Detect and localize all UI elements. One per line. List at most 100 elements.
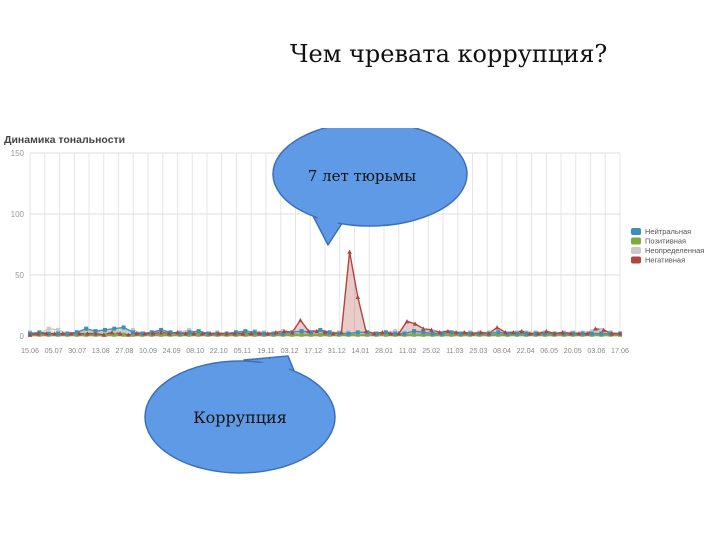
slide-title-text: Чем чревата коррупция? bbox=[290, 40, 608, 68]
data-point bbox=[167, 331, 172, 336]
x-tick-label: 25.03 bbox=[469, 346, 487, 355]
x-tick-label: 05.07 bbox=[45, 346, 63, 355]
data-point bbox=[27, 332, 33, 337]
data-point bbox=[281, 328, 287, 334]
x-tick-label: 28.01 bbox=[375, 346, 393, 355]
data-point bbox=[593, 326, 598, 331]
data-point bbox=[262, 331, 267, 336]
data-point bbox=[449, 332, 454, 337]
data-point bbox=[609, 331, 615, 336]
data-point bbox=[478, 330, 483, 335]
x-tick-label: 15.06 bbox=[21, 346, 39, 355]
data-point bbox=[252, 330, 257, 335]
data-point bbox=[339, 330, 344, 335]
data-point bbox=[158, 330, 164, 335]
data-point bbox=[196, 332, 201, 337]
data-point bbox=[102, 330, 107, 335]
data-point bbox=[240, 331, 246, 336]
data-point bbox=[599, 331, 604, 336]
x-tick-label: 11.03 bbox=[446, 346, 463, 355]
data-point bbox=[187, 327, 192, 332]
data-point bbox=[347, 249, 352, 254]
data-point bbox=[429, 327, 434, 332]
data-point bbox=[134, 331, 139, 336]
data-point bbox=[289, 330, 295, 335]
data-point bbox=[374, 331, 379, 336]
data-point bbox=[421, 326, 426, 331]
data-point bbox=[196, 329, 201, 334]
data-point bbox=[496, 330, 501, 335]
data-point bbox=[355, 294, 361, 299]
tonality-chart: Динамика тональности 0 50 100 150 15.06 05.0… bbox=[4, 128, 704, 474]
chart-title: Динамика тональности bbox=[4, 134, 125, 146]
data-point bbox=[519, 328, 524, 334]
x-tick-label: 25.02 bbox=[422, 346, 440, 355]
data-point bbox=[271, 331, 276, 336]
data-point bbox=[298, 317, 303, 323]
data-point bbox=[458, 331, 463, 336]
data-point bbox=[584, 331, 590, 336]
data-point bbox=[411, 332, 416, 337]
x-tick-label: 03.12 bbox=[281, 346, 299, 355]
data-point bbox=[150, 331, 156, 336]
x-tick-label: 27.08 bbox=[115, 346, 133, 355]
data-point bbox=[494, 325, 500, 330]
data-point bbox=[216, 331, 221, 336]
data-point bbox=[318, 332, 323, 337]
data-point bbox=[337, 331, 342, 336]
data-point bbox=[327, 330, 332, 335]
x-tick-label: 22.10 bbox=[210, 346, 228, 355]
data-point bbox=[46, 326, 51, 331]
data-point bbox=[560, 330, 565, 335]
data-point bbox=[470, 331, 475, 336]
x-tick-label: 05.11 bbox=[234, 346, 251, 355]
data-point bbox=[234, 330, 239, 335]
data-point bbox=[514, 331, 519, 336]
data-point bbox=[365, 332, 370, 337]
data-point bbox=[109, 330, 115, 335]
legend-swatch bbox=[631, 247, 641, 254]
callout-bottom-bubble bbox=[144, 360, 336, 474]
data-point bbox=[175, 330, 180, 335]
data-point bbox=[535, 331, 541, 336]
data-point bbox=[421, 330, 426, 335]
data-point bbox=[393, 331, 398, 336]
x-tick-label: 22.04 bbox=[517, 346, 535, 355]
data-point bbox=[486, 331, 492, 336]
callout-top-bubble bbox=[272, 128, 468, 227]
data-point bbox=[101, 332, 107, 337]
y-tick-label: 0 bbox=[20, 332, 25, 341]
data-point bbox=[306, 328, 311, 334]
data-point bbox=[505, 331, 510, 336]
data-point bbox=[52, 331, 57, 336]
data-point bbox=[421, 332, 426, 337]
x-tick-label: 10.09 bbox=[139, 346, 157, 355]
data-point bbox=[318, 327, 323, 332]
data-point bbox=[207, 331, 213, 336]
data-point bbox=[84, 329, 89, 334]
data-point bbox=[159, 327, 164, 332]
data-point bbox=[437, 330, 443, 335]
legend-label: Позитивная bbox=[645, 237, 686, 246]
data-point bbox=[380, 330, 385, 335]
data-point bbox=[205, 331, 210, 336]
data-point bbox=[232, 331, 238, 336]
data-point bbox=[383, 330, 388, 335]
data-point bbox=[257, 331, 262, 336]
legend-label: Негативная bbox=[645, 256, 685, 265]
legend-swatch bbox=[631, 237, 641, 245]
y-tick-label: 150 bbox=[11, 149, 25, 158]
y-tick-label: 50 bbox=[15, 271, 24, 280]
data-point bbox=[85, 331, 90, 336]
data-point bbox=[299, 332, 304, 337]
data-point bbox=[140, 331, 145, 336]
callout-top: 7 лет тюрьмы bbox=[272, 128, 468, 246]
data-point bbox=[299, 329, 304, 334]
data-point bbox=[524, 331, 529, 336]
data-point bbox=[93, 331, 98, 336]
data-point bbox=[76, 331, 82, 336]
data-point bbox=[393, 329, 398, 334]
data-point bbox=[44, 331, 49, 336]
data-point bbox=[571, 331, 576, 336]
data-point bbox=[440, 331, 445, 336]
